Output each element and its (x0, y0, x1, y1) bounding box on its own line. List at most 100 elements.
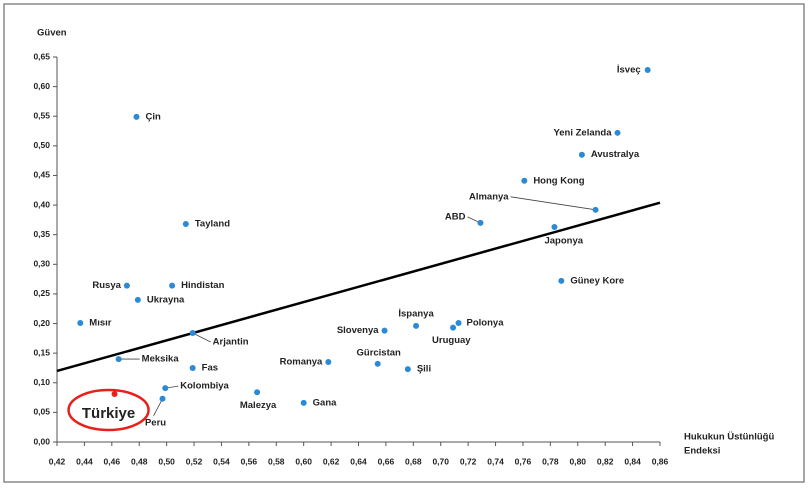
point-label: İsveç (617, 65, 641, 76)
point-label: Meksika (142, 354, 180, 365)
point (374, 360, 381, 367)
point (77, 319, 84, 326)
leader-line (192, 332, 211, 343)
x-tick-label: 0,84 (624, 456, 641, 466)
point-label: Uruguay (432, 335, 471, 346)
point (521, 177, 528, 184)
y-tick-label: 0,40 (33, 199, 50, 209)
point (578, 151, 585, 158)
point-label: Polonya (467, 317, 505, 328)
x-tick-label: 0,42 (49, 456, 66, 466)
point-label: Peru (145, 417, 166, 428)
point (123, 282, 130, 289)
point (162, 385, 169, 392)
y-tick-label: 0,25 (33, 288, 50, 298)
y-tick-label: 0,20 (33, 318, 50, 328)
x-tick-label: 0,44 (76, 456, 93, 466)
chart-frame (3, 3, 805, 483)
point-label: Japonya (544, 236, 583, 247)
point (133, 113, 140, 120)
y-tick-label: 0,10 (33, 377, 50, 387)
point-label: Güney Kore (570, 275, 624, 286)
y-tick-label: 0,30 (33, 259, 50, 269)
point-label: İspanya (398, 308, 434, 319)
point-label: Türkiye (82, 405, 135, 422)
x-tick-label: 0,58 (268, 456, 285, 466)
point (169, 282, 176, 289)
point-label: Hong Kong (533, 175, 584, 186)
point (189, 330, 196, 337)
y-tick-label: 0,00 (33, 436, 50, 446)
point (644, 67, 651, 74)
x-tick-label: 0,70 (432, 456, 449, 466)
x-tick-label: 0,78 (542, 456, 559, 466)
x-axis-label: Hukukun Üstünlüğü (684, 432, 774, 443)
x-tick-label: 0,48 (131, 456, 148, 466)
point (558, 277, 565, 284)
x-tick-label: 0,86 (652, 456, 669, 466)
x-tick-label: 0,60 (295, 456, 312, 466)
point-label: Mısır (89, 317, 111, 328)
y-tick-label: 0,15 (33, 347, 50, 357)
point (551, 223, 558, 230)
point-label: Arjantin (213, 337, 249, 348)
point (614, 129, 621, 136)
point-label: Çin (145, 111, 161, 122)
x-tick-label: 0,66 (378, 456, 395, 466)
point (455, 319, 462, 326)
point (325, 359, 332, 366)
point-label: Tayland (195, 219, 230, 230)
point-label: Gürcistan (357, 347, 402, 358)
point-label: Hindistan (181, 280, 224, 291)
point (477, 219, 484, 226)
leader-line (153, 398, 163, 416)
x-tick-label: 0,80 (569, 456, 586, 466)
point-label: Avustralya (591, 149, 640, 160)
x-tick-label: 0,62 (323, 456, 340, 466)
trend-line (56, 201, 661, 373)
point (413, 322, 420, 329)
x-tick-label: 0,52 (186, 456, 203, 466)
point (450, 324, 457, 331)
x-tick-label: 0,72 (460, 456, 477, 466)
point (300, 399, 307, 406)
x-tick-label: 0,74 (487, 456, 504, 466)
y-tick-label: 0,50 (33, 140, 50, 150)
point (159, 395, 166, 402)
point-label: ABD (445, 211, 466, 222)
point (381, 327, 388, 334)
y-tick-label: 0,35 (33, 229, 50, 239)
point (111, 391, 118, 398)
point-label: Şili (417, 364, 431, 375)
point (189, 364, 196, 371)
point-label: Kolombiya (180, 381, 229, 392)
point-label: Slovenya (337, 325, 379, 336)
point-label: Gana (313, 397, 337, 408)
point (182, 221, 189, 228)
highlight-ring (67, 388, 150, 432)
point-label: Malezya (240, 400, 277, 411)
x-axis-label: Endeksi (684, 446, 720, 457)
y-tick-label: 0,05 (33, 407, 50, 417)
point (404, 366, 411, 373)
leader-line (510, 196, 596, 211)
x-tick-label: 0,56 (241, 456, 258, 466)
y-tick-label: 0,60 (33, 81, 50, 91)
point-label: Romanya (280, 357, 323, 368)
x-tick-label: 0,68 (405, 456, 422, 466)
point (592, 206, 599, 213)
x-tick-label: 0,50 (158, 456, 175, 466)
y-tick-label: 0,45 (33, 170, 50, 180)
point (115, 356, 122, 363)
point (254, 389, 261, 396)
x-tick-label: 0,46 (104, 456, 121, 466)
point-label: Yeni Zelanda (553, 127, 612, 138)
point-label: Fas (202, 362, 218, 373)
y-tick-label: 0,55 (33, 110, 50, 120)
x-tick-label: 0,76 (515, 456, 532, 466)
x-tick-label: 0,54 (213, 456, 230, 466)
point (134, 296, 141, 303)
point-label: Ukrayna (147, 294, 185, 305)
point-label: Rusya (92, 280, 121, 291)
